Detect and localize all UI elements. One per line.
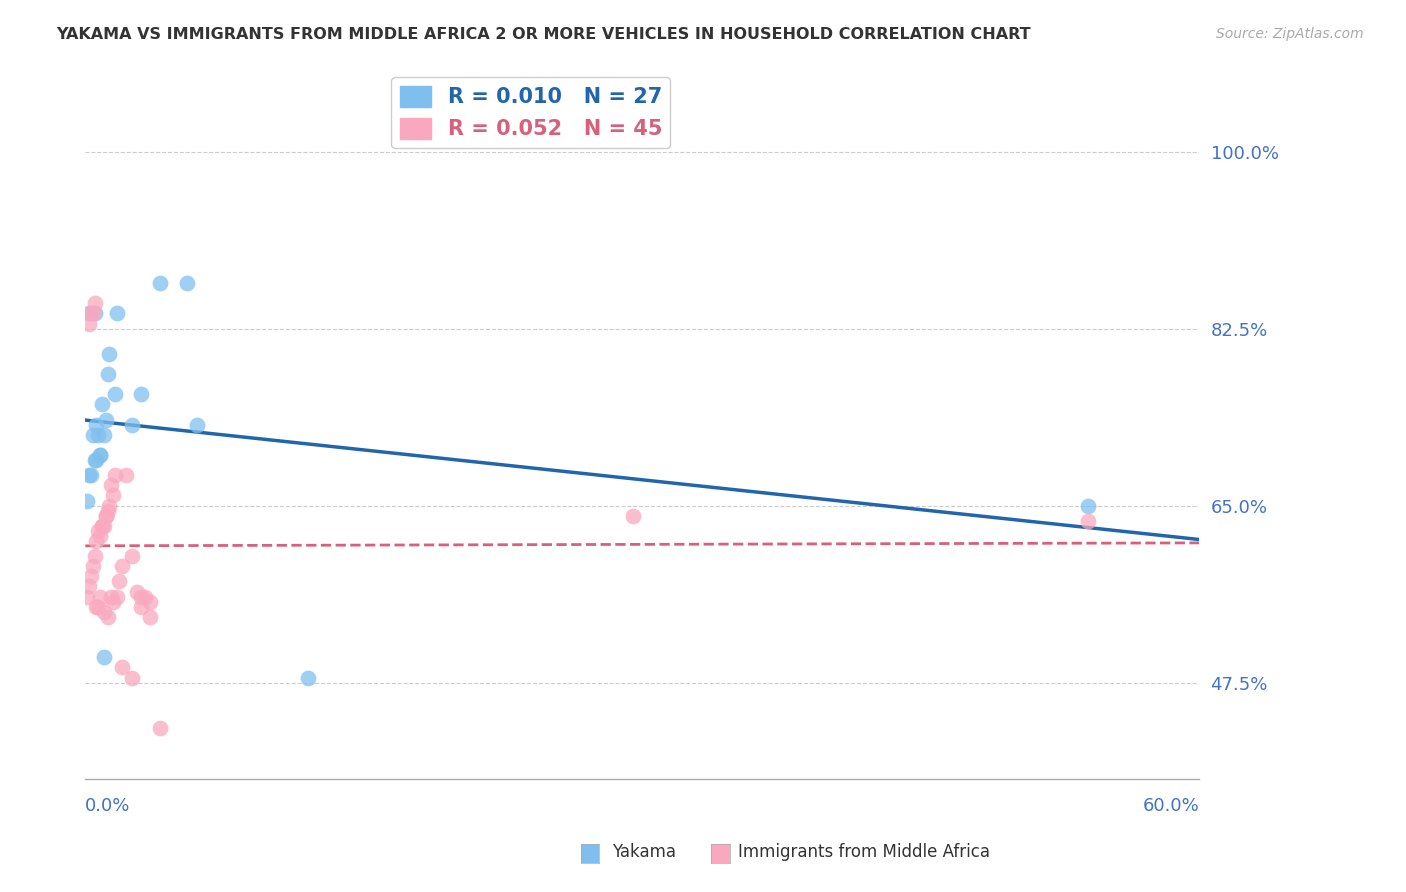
Point — [93, 427, 115, 442]
Point — [148, 276, 170, 290]
Point — [94, 412, 117, 426]
Point — [621, 508, 644, 523]
Point — [105, 306, 128, 320]
Point — [80, 569, 103, 583]
Point — [107, 574, 129, 589]
Point — [148, 721, 170, 735]
Text: Yakama: Yakama — [612, 843, 676, 861]
Point — [77, 579, 100, 593]
Text: 0.0%: 0.0% — [86, 797, 131, 815]
Point — [111, 660, 134, 674]
Point — [77, 306, 100, 320]
Point — [86, 453, 108, 467]
Point — [93, 518, 115, 533]
Point — [86, 533, 108, 548]
Point — [98, 499, 121, 513]
Point — [86, 599, 108, 614]
Point — [76, 590, 98, 604]
Point — [82, 427, 104, 442]
Point — [94, 508, 117, 523]
Point — [91, 518, 114, 533]
Point — [77, 468, 100, 483]
Point — [139, 609, 162, 624]
Point — [80, 306, 103, 320]
Text: Immigrants from Middle Africa: Immigrants from Middle Africa — [738, 843, 990, 861]
Point — [91, 518, 114, 533]
Point — [83, 306, 105, 320]
Point — [89, 448, 111, 462]
Point — [93, 650, 115, 665]
Point — [94, 508, 117, 523]
Point — [121, 417, 143, 432]
Point — [98, 347, 121, 361]
Legend: R = 0.010   N = 27, R = 0.052   N = 45: R = 0.010 N = 27, R = 0.052 N = 45 — [391, 78, 671, 148]
Point — [176, 276, 198, 290]
Point — [101, 488, 124, 502]
Point — [76, 493, 98, 508]
Point — [80, 468, 103, 483]
Point — [89, 590, 111, 604]
Point — [105, 590, 128, 604]
Point — [82, 306, 104, 320]
Point — [91, 397, 114, 411]
Point — [139, 594, 162, 608]
Point — [127, 584, 149, 599]
Point — [101, 594, 124, 608]
Text: Source: ZipAtlas.com: Source: ZipAtlas.com — [1216, 27, 1364, 41]
Point — [129, 590, 152, 604]
Point — [97, 367, 120, 381]
Point — [83, 296, 105, 310]
Point — [104, 468, 127, 483]
Point — [1077, 514, 1099, 528]
Point — [297, 671, 319, 685]
Point — [86, 417, 108, 432]
Point — [129, 387, 152, 401]
Point — [100, 478, 122, 492]
Point — [87, 427, 110, 442]
Point — [83, 453, 105, 467]
Point — [111, 559, 134, 574]
Point — [121, 671, 143, 685]
Point — [89, 448, 111, 462]
Point — [104, 387, 127, 401]
Point — [129, 599, 152, 614]
Point — [100, 590, 122, 604]
Point — [87, 599, 110, 614]
Point — [93, 605, 115, 619]
Point — [82, 559, 104, 574]
Point — [89, 529, 111, 543]
Point — [87, 524, 110, 538]
Point — [83, 549, 105, 563]
Point — [77, 317, 100, 331]
Point — [186, 417, 208, 432]
Text: YAKAMA VS IMMIGRANTS FROM MIDDLE AFRICA 2 OR MORE VEHICLES IN HOUSEHOLD CORRELAT: YAKAMA VS IMMIGRANTS FROM MIDDLE AFRICA … — [56, 27, 1031, 42]
Point — [115, 468, 138, 483]
Point — [121, 549, 143, 563]
Point — [97, 609, 120, 624]
Point — [97, 503, 120, 517]
Point — [134, 590, 156, 604]
Text: 60.0%: 60.0% — [1143, 797, 1199, 815]
Point — [1077, 499, 1099, 513]
